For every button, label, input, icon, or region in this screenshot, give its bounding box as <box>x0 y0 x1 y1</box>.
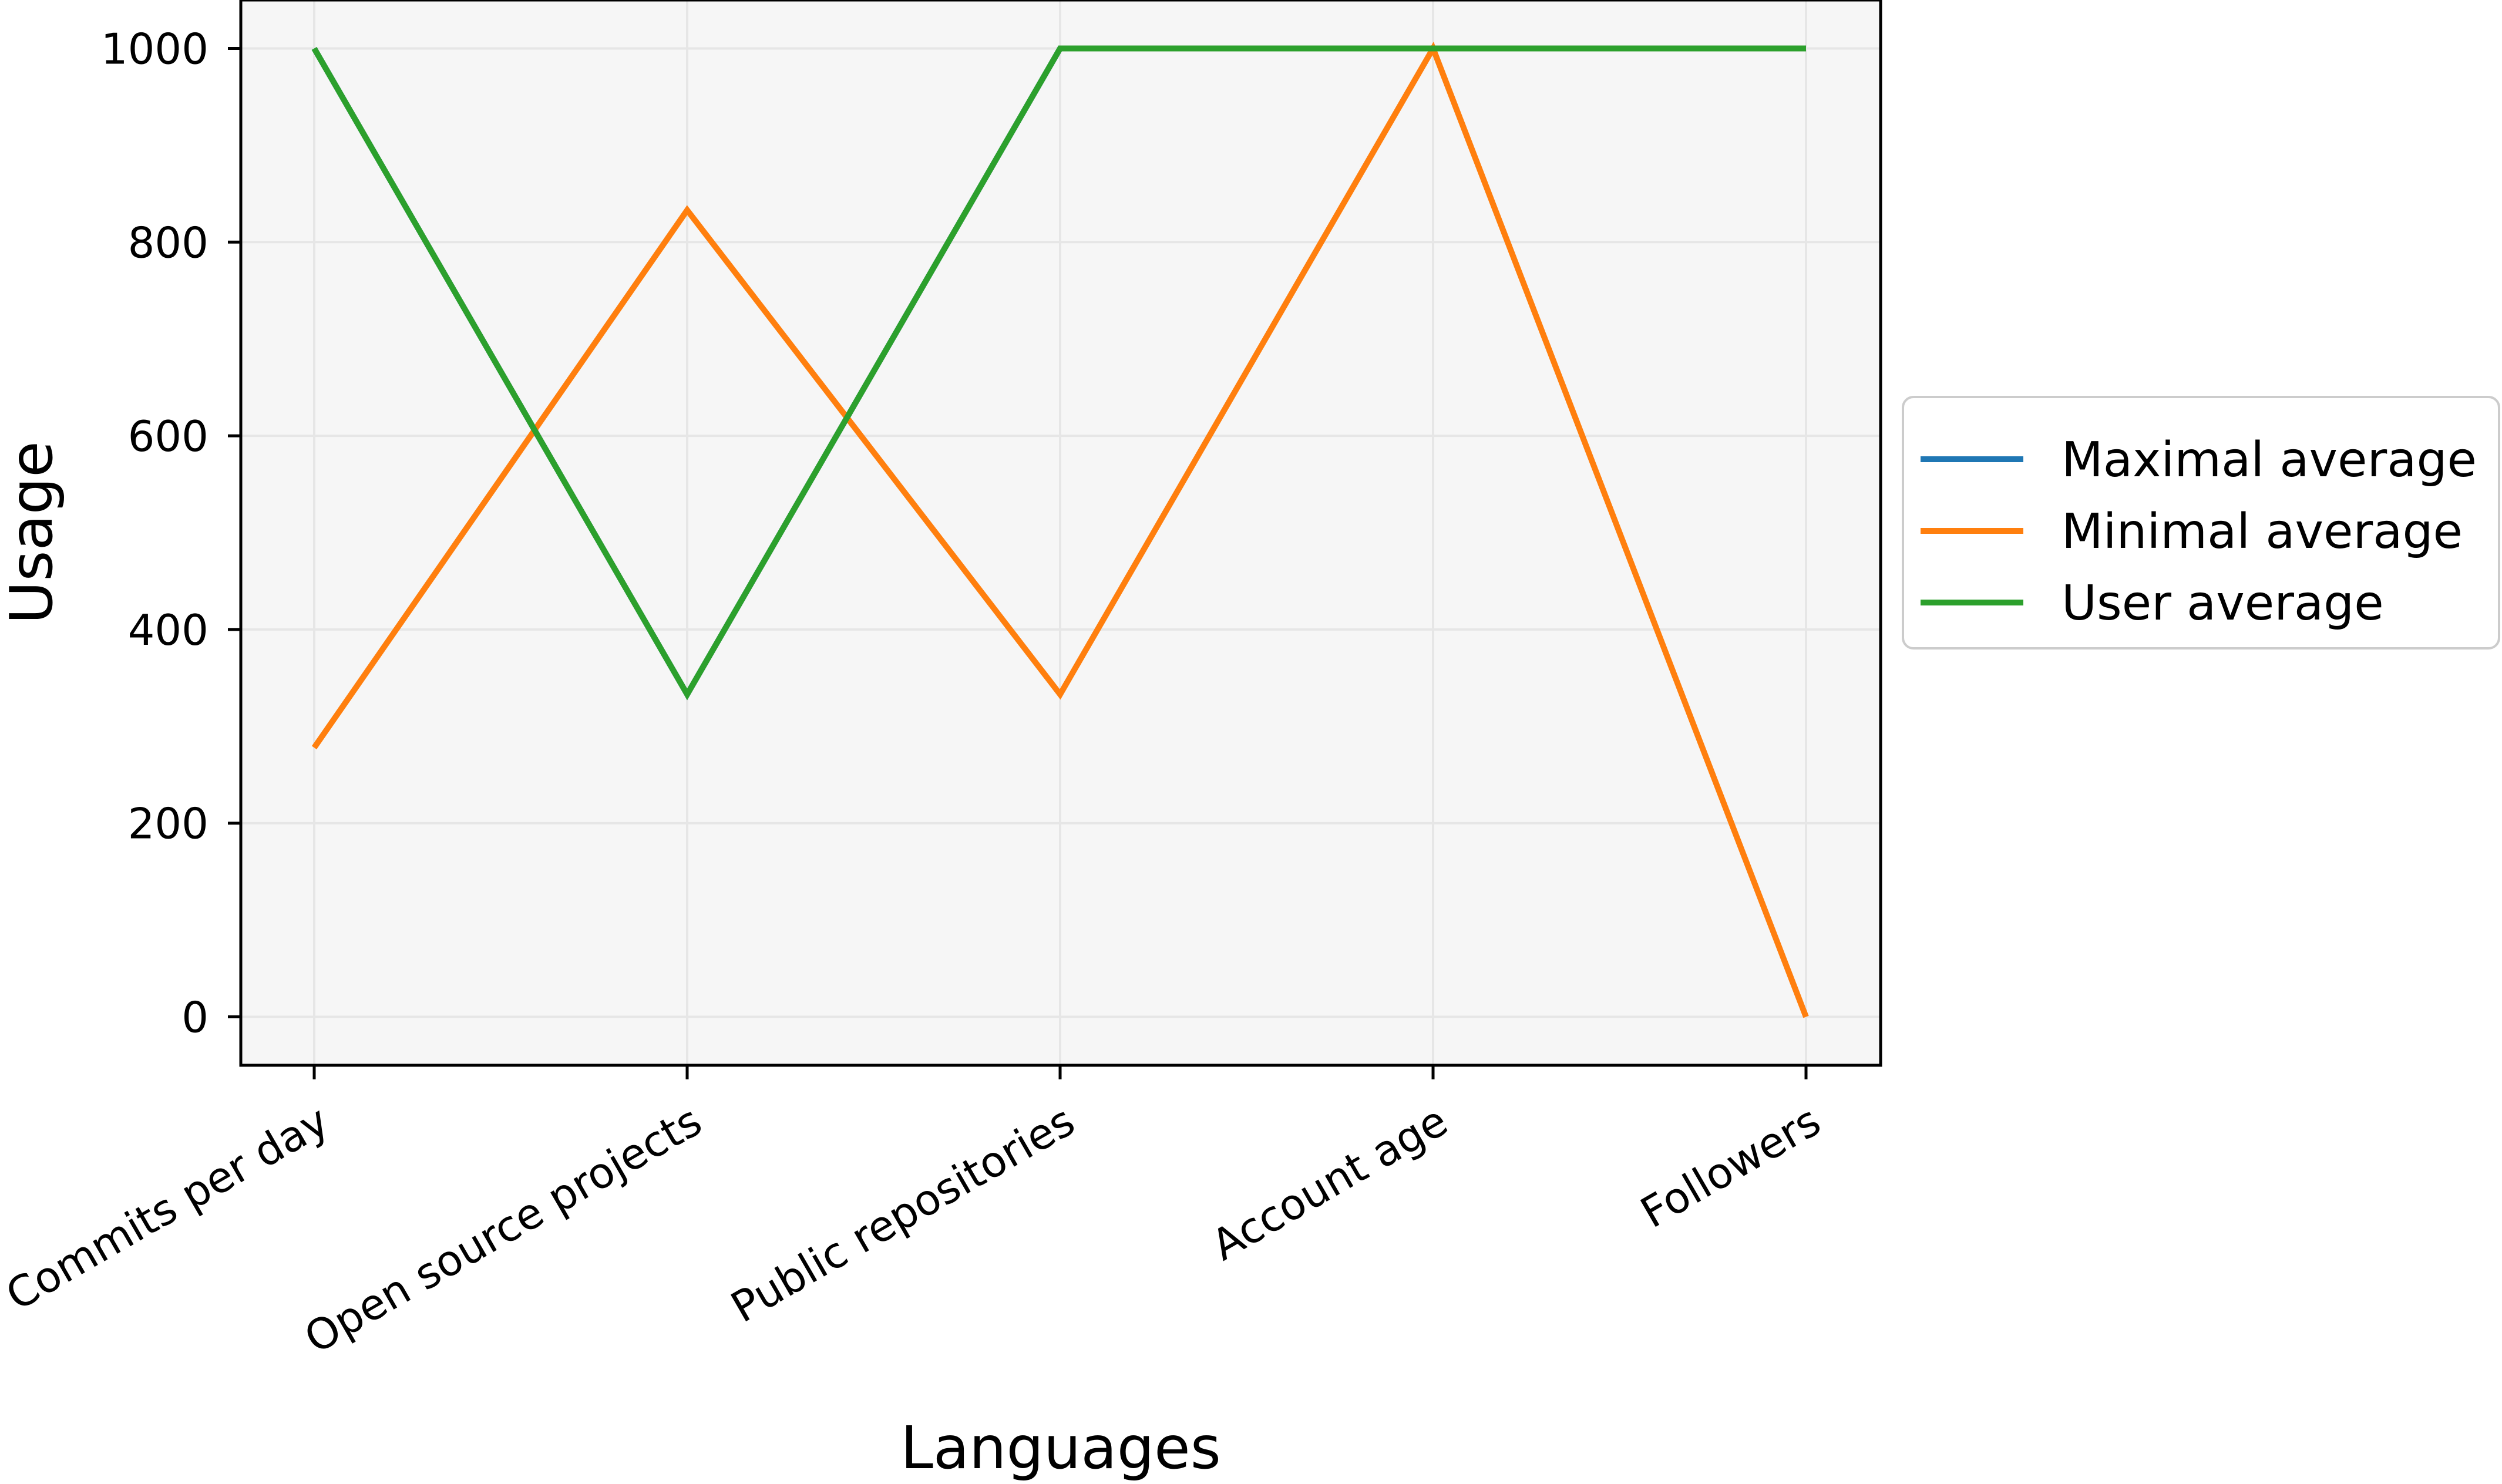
series-line-1 <box>311 41 1809 1018</box>
y-tick-label: 200 <box>128 799 208 849</box>
legend-label: Maximal average <box>2062 432 2477 488</box>
x-axis-title: Languages <box>900 1414 1221 1482</box>
x-tick-label: Followers <box>1632 1096 1828 1237</box>
legend-label: User average <box>2062 576 2384 631</box>
y-axis-title: Usage <box>0 441 66 624</box>
x-tick-label: Open source projects <box>296 1096 709 1363</box>
data-point <box>687 210 688 211</box>
data-point <box>314 48 315 49</box>
y-tick-label: 0 <box>181 993 208 1042</box>
x-tick-label: Commits per day <box>0 1096 337 1320</box>
y-tick-label: 600 <box>128 412 208 461</box>
legend-label: Minimal average <box>2062 504 2463 560</box>
data-point <box>1060 694 1061 695</box>
y-tick-label: 400 <box>128 605 208 655</box>
grid-lines <box>241 0 1881 1065</box>
legend-box <box>1902 396 2500 650</box>
y-tick-label: 1000 <box>101 24 208 73</box>
series-line-2 <box>311 45 1806 701</box>
y-tick-label: 800 <box>128 218 208 267</box>
data-point <box>687 694 688 695</box>
data-point <box>1060 48 1061 49</box>
x-tick-label: Account age <box>1203 1096 1456 1270</box>
data-point <box>1805 1017 1807 1018</box>
series-lines <box>311 41 1809 1018</box>
x-tick-label: Public repositories <box>723 1096 1083 1332</box>
data-point <box>1805 48 1807 49</box>
legend: Maximal average Minimal average User avera… <box>1902 396 2500 650</box>
data-point <box>314 747 315 748</box>
data-point <box>1432 48 1434 49</box>
